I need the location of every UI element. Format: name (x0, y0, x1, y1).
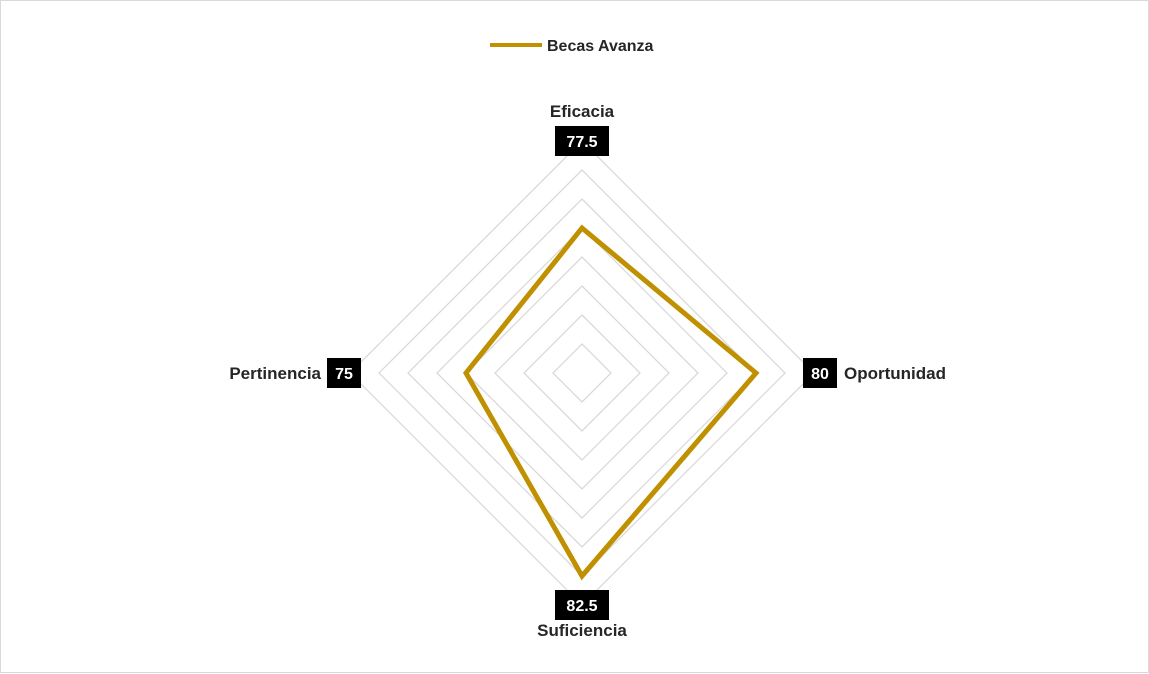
axis-label-oportunidad: Oportunidad (844, 364, 946, 383)
data-label-box (803, 358, 837, 388)
grid-ring (494, 285, 670, 461)
series-line (462, 224, 760, 581)
grid-ring (436, 227, 728, 519)
data-label-box (555, 590, 609, 620)
data-label-box (327, 358, 361, 388)
grid-ring (465, 256, 699, 490)
data-label: 82.5 (566, 598, 597, 615)
legend: Becas Avanza (490, 38, 654, 55)
axis-label-eficacia: Eficacia (550, 102, 615, 121)
radar-grid (349, 140, 815, 606)
data-label-box (555, 126, 609, 156)
axis-label-suficiencia: Suficiencia (537, 621, 627, 640)
legend-label: Becas Avanza (547, 38, 654, 55)
data-label: 77.5 (566, 134, 597, 151)
grid-ring (349, 140, 815, 606)
grid-ring (552, 343, 612, 403)
data-label: 80 (811, 366, 829, 383)
series-layer (462, 224, 760, 581)
grid-ring (407, 198, 757, 548)
axis-label-pertinencia: Pertinencia (229, 364, 321, 383)
grid-ring (523, 314, 641, 432)
labels-layer: 77.5 Eficacia 80 Oportunidad 82.5 Suficiencia… (229, 102, 946, 640)
data-label: 75 (335, 366, 353, 383)
